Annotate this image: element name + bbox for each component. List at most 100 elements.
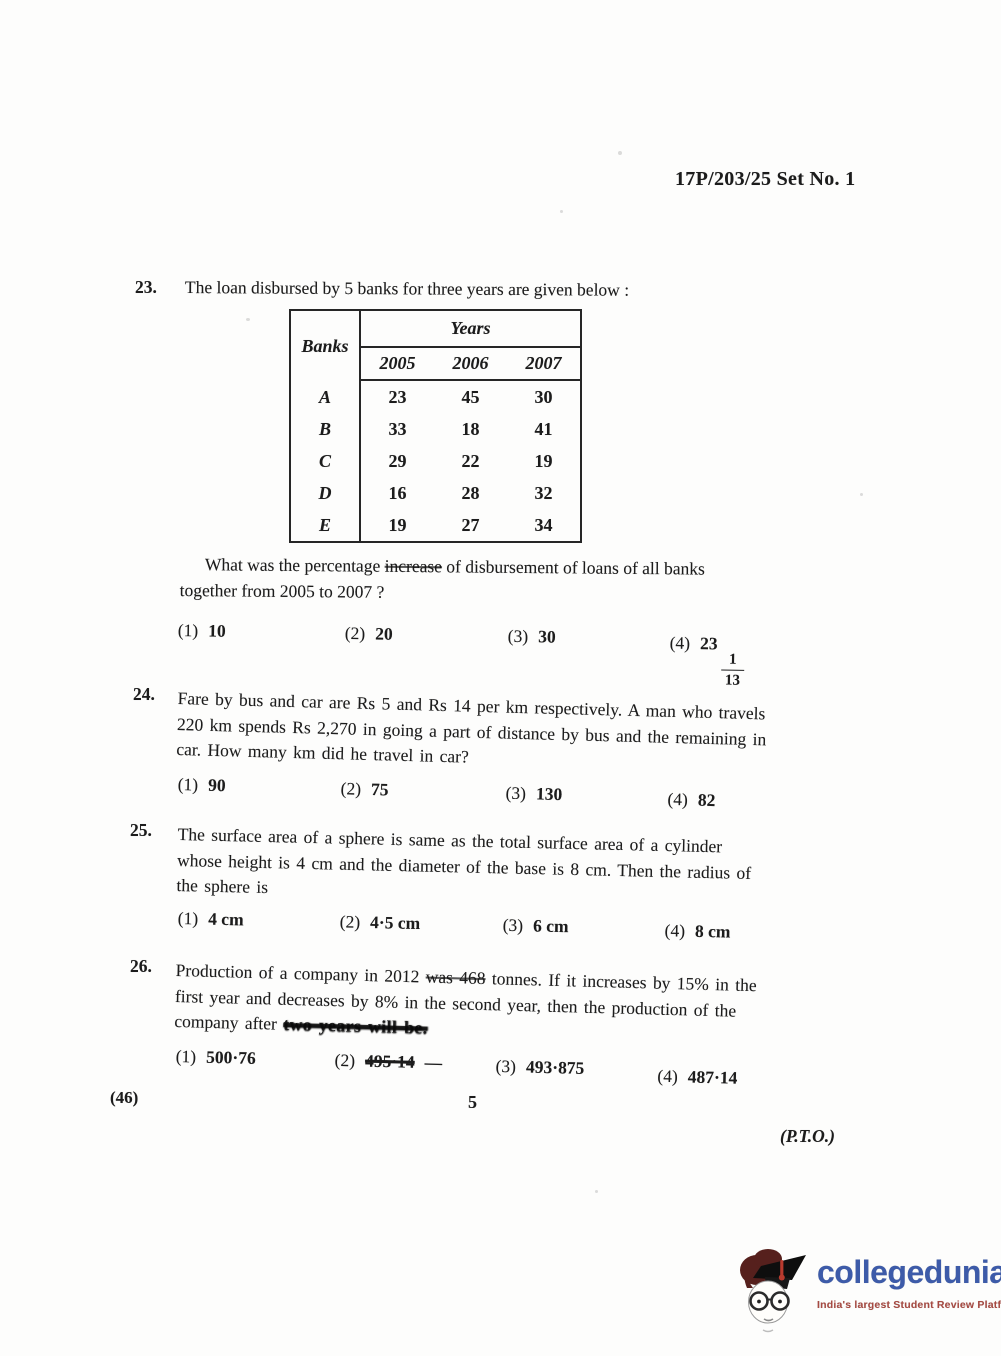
table-bank-label: D (291, 477, 361, 509)
option-label: (4) (667, 788, 689, 810)
option-value: 4·5 cm (369, 912, 421, 934)
option-value: 495·14 (364, 1050, 415, 1072)
option-value: 6 cm (532, 915, 569, 937)
question-26-options: (1) 500·76 (2) 495·14 — (3) 493·875 (4) 487·1… (175, 1046, 896, 1114)
option-4: (4) 487·14 (657, 1066, 737, 1089)
logo-text: collegedunia .com India's largest Studen… (817, 1244, 1001, 1311)
pto-mark: (P.T.O.) (780, 1126, 835, 1146)
paper-code: 17P/203/25 Set No. 1 (675, 168, 856, 190)
question-26-text-segment: company after (174, 1010, 284, 1034)
question-26-text-segment: Production of a company in 2012 (175, 959, 427, 987)
question-26-text-segment: tonnes. If it increases by 15% in the (485, 968, 757, 996)
option-label: (4) (657, 1065, 679, 1087)
table-cell: 16 (388, 482, 407, 503)
booklet-number: (46) (110, 1088, 139, 1107)
question-26-text: Production of a company in 2012 was 468 … (174, 958, 757, 1050)
table-cell: 34 (534, 514, 553, 535)
option-value: 8 cm (694, 920, 731, 942)
option-1: (1) 500·76 (175, 1046, 256, 1069)
option-3: (3) 130 (505, 783, 562, 805)
question-23-struck-word: increase (384, 555, 443, 577)
option-value: 493·875 (525, 1056, 585, 1078)
option-3: (3) 493·875 (495, 1056, 584, 1079)
option-value: 487·14 (687, 1066, 738, 1088)
table-group-header: Years (361, 311, 580, 348)
question-23-text-segment: What was the percentage (204, 554, 385, 576)
option-label: (3) (505, 782, 527, 804)
table-bank-label: C (291, 445, 361, 477)
option-2: (2) 20 (345, 623, 393, 645)
table-bank-label: B (291, 413, 361, 445)
fraction-denominator: 13 (720, 669, 745, 689)
option-label: (3) (495, 1055, 517, 1077)
option-value: 20 (375, 623, 393, 644)
table-corner-header: Banks (291, 311, 361, 381)
question-26-smudged-words: two years will be. (283, 1013, 428, 1038)
loan-table: Banks Years 2005 2006 2007 A 23 45 30 B … (289, 309, 582, 543)
scan-speck (595, 1190, 598, 1193)
option-2: (2) 75 (340, 778, 388, 800)
stray-dash-mark: — (424, 1052, 443, 1073)
table-cell: 29 (388, 450, 407, 471)
option-label: (2) (340, 778, 362, 799)
option-value: 82 (697, 789, 716, 811)
table-cell: 41 (534, 418, 553, 439)
question-23-intro: The loan disbursed by 5 banks for three … (184, 277, 630, 300)
table-cell: 32 (534, 482, 553, 503)
fraction-numerator: 1 (728, 651, 737, 668)
option-2: (2) 4·5 cm (340, 911, 421, 934)
option-label: (2) (334, 1049, 356, 1071)
table-year-header: 2006 (434, 348, 507, 381)
question-23-options: (1) 10 (2) 20 (3) 30 (4) 23 1 13 (177, 620, 878, 689)
table-cell: 45 (461, 386, 480, 407)
table-bank-label: A (291, 381, 361, 413)
option-value: 130 (535, 783, 563, 805)
page-number: 5 (468, 1092, 477, 1112)
option-2: (2) 495·14 — (334, 1050, 442, 1074)
scan-speck (618, 151, 622, 155)
question-24-number: 24. (133, 684, 155, 704)
option-3: (3) 6 cm (502, 915, 569, 937)
question-23-text: What was the percentage increase of disb… (180, 551, 705, 608)
table-cell: 23 (388, 386, 407, 407)
question-26-number: 26. (130, 956, 152, 976)
table-year-header: 2007 (507, 348, 580, 381)
scan-speck (246, 318, 250, 321)
table-bank-label: E (291, 509, 361, 541)
option-1: (1) 10 (178, 620, 226, 642)
mascot-icon (735, 1244, 813, 1341)
question-24-text: Fare by bus and car are Rs 5 and Rs 14 p… (176, 686, 767, 778)
option-label: (1) (177, 774, 199, 795)
brand-name: collegedunia (817, 1254, 1001, 1290)
option-value: 75 (370, 779, 389, 800)
table-cell: 27 (461, 514, 480, 535)
question-25-text: The surface area of a sphere is same as … (176, 822, 752, 912)
question-23-text-segment: of disbursement of loans of all banks (441, 556, 706, 579)
option-4: (4) 82 (667, 789, 715, 811)
table-cell: 33 (388, 418, 407, 439)
option-value: 500·76 (205, 1046, 256, 1068)
option-value: 90 (207, 774, 226, 796)
brand-tagline: India's largest Student Review Platform (817, 1298, 1001, 1311)
question-25-number: 25. (130, 820, 152, 840)
option-value: 4 cm (207, 908, 244, 930)
option-value: 30 (538, 626, 556, 647)
question-23-number: 23. (135, 277, 157, 297)
option-label: (2) (344, 622, 366, 644)
option-value: 10 (208, 620, 226, 641)
table-cell: 18 (461, 418, 480, 439)
table-year-header: 2005 (361, 348, 434, 381)
option-label: (4) (664, 920, 686, 941)
scan-speck (560, 210, 563, 213)
table-cell: 28 (461, 482, 480, 503)
option-label: (3) (507, 625, 529, 647)
option-label: (1) (175, 1046, 197, 1067)
option-value: 23 (699, 633, 718, 654)
option-label: (4) (669, 632, 691, 653)
option-1: (1) 4 cm (178, 908, 244, 930)
table-cell: 22 (461, 450, 480, 471)
question-26-struck-word: was 468 (425, 966, 486, 989)
table-cell: 19 (388, 514, 407, 535)
question-23-text-line: together from 2005 to 2007 ? (179, 579, 385, 602)
